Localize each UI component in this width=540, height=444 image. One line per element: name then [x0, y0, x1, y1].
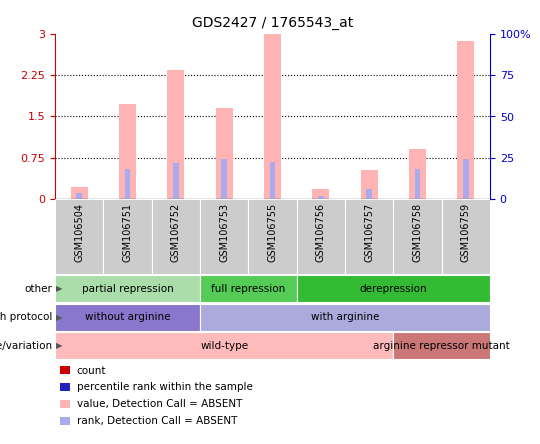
- Bar: [366, 189, 372, 199]
- Text: ▶: ▶: [56, 285, 63, 293]
- Text: GSM106759: GSM106759: [461, 203, 471, 262]
- Text: value, Detection Call = ABSENT: value, Detection Call = ABSENT: [77, 399, 242, 409]
- Bar: [71, 187, 87, 199]
- Bar: [312, 189, 329, 199]
- Text: GSM106758: GSM106758: [413, 203, 422, 262]
- Bar: [248, 199, 296, 274]
- Bar: [173, 163, 179, 199]
- Text: percentile rank within the sample: percentile rank within the sample: [77, 382, 253, 392]
- Text: without arginine: without arginine: [85, 313, 170, 322]
- Bar: [152, 199, 200, 274]
- Text: ▶: ▶: [56, 341, 63, 350]
- Text: wild-type: wild-type: [200, 341, 248, 351]
- Text: full repression: full repression: [211, 284, 286, 294]
- Text: derepression: derepression: [360, 284, 427, 294]
- Text: other: other: [24, 284, 52, 294]
- Text: partial repression: partial repression: [82, 284, 173, 294]
- Text: arginine repressor mutant: arginine repressor mutant: [373, 341, 510, 351]
- Bar: [393, 199, 442, 274]
- Bar: [463, 159, 469, 199]
- Bar: [269, 162, 275, 199]
- Text: rank, Detection Call = ABSENT: rank, Detection Call = ABSENT: [77, 416, 237, 426]
- Bar: [415, 169, 421, 199]
- Bar: [76, 194, 82, 199]
- Bar: [318, 196, 324, 199]
- Bar: [215, 108, 233, 199]
- Bar: [55, 304, 200, 331]
- Bar: [457, 40, 474, 199]
- Title: GDS2427 / 1765543_at: GDS2427 / 1765543_at: [192, 16, 353, 30]
- Bar: [393, 333, 490, 360]
- Text: GSM106504: GSM106504: [74, 203, 84, 262]
- Bar: [103, 199, 152, 274]
- Text: GSM106756: GSM106756: [316, 203, 326, 262]
- Bar: [55, 333, 393, 360]
- Text: GSM106751: GSM106751: [123, 203, 132, 262]
- Bar: [119, 104, 136, 199]
- Text: GSM106753: GSM106753: [219, 203, 229, 262]
- Text: genotype/variation: genotype/variation: [0, 341, 52, 351]
- Bar: [264, 34, 281, 199]
- Text: with arginine: with arginine: [311, 313, 379, 322]
- Bar: [296, 275, 490, 302]
- Bar: [167, 70, 184, 199]
- Bar: [361, 170, 377, 199]
- Bar: [55, 199, 103, 274]
- Bar: [409, 150, 426, 199]
- Text: growth protocol: growth protocol: [0, 313, 52, 322]
- Text: GSM106752: GSM106752: [171, 203, 181, 262]
- Bar: [200, 199, 248, 274]
- Bar: [442, 199, 490, 274]
- Bar: [55, 275, 200, 302]
- Text: count: count: [77, 365, 106, 376]
- Text: ▶: ▶: [56, 313, 63, 322]
- Bar: [296, 199, 345, 274]
- Bar: [200, 304, 490, 331]
- Bar: [221, 159, 227, 199]
- Text: GSM106755: GSM106755: [267, 203, 278, 262]
- Bar: [345, 199, 393, 274]
- Text: GSM106757: GSM106757: [364, 203, 374, 262]
- Bar: [125, 169, 130, 199]
- Bar: [200, 275, 296, 302]
